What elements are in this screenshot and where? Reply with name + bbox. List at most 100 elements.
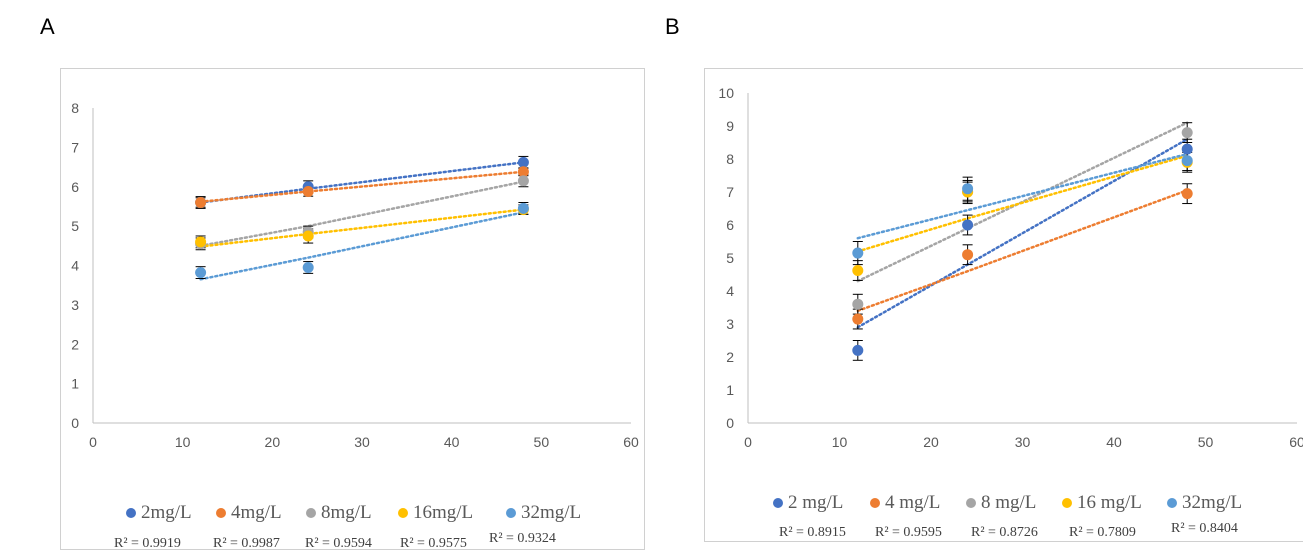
y-tick-label: 2 [71, 336, 79, 352]
data-point [852, 298, 864, 310]
x-tick-label: 40 [1106, 434, 1122, 450]
panel-letter-b: B [665, 14, 680, 39]
y-tick-label: 3 [726, 316, 734, 332]
x-tick-label: 40 [444, 434, 460, 450]
y-tick-label: 9 [726, 118, 734, 134]
r-squared-label-2: R² = 0.8726 [971, 525, 1038, 540]
y-tick-label: 10 [718, 85, 734, 101]
y-tick-label: 1 [726, 382, 734, 398]
chart-b: 0102030405060012345678910t/qe2 mg/LR² = … [682, 85, 1303, 540]
legend-marker-4 [1167, 498, 1177, 508]
y-tick-label: 8 [71, 100, 79, 116]
y-tick-label: 6 [726, 217, 734, 233]
trendline-1 [199, 170, 525, 203]
data-point [517, 175, 529, 187]
legend-label-3: 16 mg/L [1077, 492, 1142, 513]
legend-label-3: 16mg/L [413, 502, 473, 523]
data-point [302, 261, 314, 273]
x-tick-label: 20 [923, 434, 939, 450]
data-point [1181, 188, 1193, 200]
data-point [517, 156, 529, 168]
data-point [195, 267, 207, 279]
y-tick-label: 5 [726, 250, 734, 266]
x-tick-label: 30 [1015, 434, 1031, 450]
r-squared-label-1: R² = 0.9987 [213, 536, 280, 549]
data-point [852, 265, 864, 277]
data-point [517, 166, 529, 178]
x-tick-label: 30 [354, 434, 370, 450]
legend-label-0: 2 mg/L [788, 492, 843, 513]
y-tick-label: 0 [726, 415, 734, 431]
data-point [302, 185, 314, 197]
data-point [195, 236, 207, 248]
trendline-4 [856, 152, 1189, 240]
y-tick-label: 2 [726, 349, 734, 365]
data-point [962, 219, 974, 231]
data-point [852, 247, 864, 259]
x-tick-label: 0 [744, 434, 752, 450]
y-tick-label: 4 [71, 258, 79, 274]
legend-marker-1 [870, 498, 880, 508]
trendline-0 [199, 161, 525, 204]
r-squared-label-0: R² = 0.9919 [114, 536, 181, 549]
data-point [1181, 143, 1193, 155]
y-tick-label: 0 [71, 415, 79, 431]
legend-label-1: 4mg/L [231, 502, 282, 523]
data-point [962, 249, 974, 261]
y-tick-label: 4 [726, 283, 734, 299]
chart-a-frame: 0102030405060012345678ln qe-qt2mg/LR² = … [20, 68, 645, 551]
x-tick-label: 20 [265, 434, 281, 450]
legend-marker-2 [966, 498, 976, 508]
data-point [195, 197, 207, 208]
data-point [517, 202, 529, 214]
y-tick-label: 3 [71, 297, 79, 313]
data-point [852, 313, 864, 325]
y-tick-label: 5 [71, 218, 79, 234]
legend-marker-1 [216, 508, 226, 518]
legend-marker-0 [773, 498, 783, 508]
r-squared-label-0: R² = 0.8915 [779, 525, 846, 540]
data-point [852, 344, 864, 356]
x-tick-label: 60 [1289, 434, 1303, 450]
data-point [1181, 155, 1193, 167]
r-squared-label-3: R² = 0.9575 [400, 536, 467, 549]
legend-label-2: 8 mg/L [981, 492, 1036, 513]
trendline-3 [856, 154, 1189, 253]
chart-a: 0102030405060012345678ln qe-qt2mg/LR² = … [20, 100, 639, 551]
chart-b-frame: 0102030405060012345678910t/qe2 mg/LR² = … [682, 68, 1303, 542]
y-tick-label: 7 [71, 139, 79, 155]
x-tick-label: 50 [534, 434, 550, 450]
x-tick-label: 0 [89, 434, 97, 450]
legend-marker-4 [506, 508, 516, 518]
legend-label-0: 2mg/L [141, 502, 192, 523]
data-point [1181, 127, 1193, 139]
x-tick-label: 60 [623, 434, 639, 450]
trendline-0 [856, 137, 1189, 329]
r-squared-label-3: R² = 0.7809 [1069, 525, 1136, 540]
r-squared-label-1: R² = 0.9595 [875, 525, 942, 540]
data-point [302, 230, 314, 242]
trendline-2 [199, 180, 525, 248]
legend-label-4: 32mg/L [1182, 492, 1242, 513]
legend-label-4: 32mg/L [521, 502, 581, 523]
data-point [962, 183, 974, 195]
x-tick-label: 50 [1198, 434, 1214, 450]
x-tick-label: 10 [175, 434, 191, 450]
legend-marker-2 [306, 508, 316, 518]
y-tick-label: 8 [726, 151, 734, 167]
legend-label-1: 4 mg/L [885, 492, 940, 513]
r-squared-label-4: R² = 0.9324 [489, 531, 556, 546]
trendline-3 [199, 208, 525, 248]
y-tick-label: 6 [71, 179, 79, 195]
trendline-1 [856, 189, 1189, 313]
y-tick-label: 1 [71, 376, 79, 392]
legend-marker-0 [126, 508, 136, 518]
legend-marker-3 [1062, 498, 1072, 508]
r-squared-label-4: R² = 0.8404 [1171, 521, 1238, 536]
r-squared-label-2: R² = 0.9594 [305, 536, 372, 549]
trendline-4 [199, 211, 525, 281]
legend-marker-3 [398, 508, 408, 518]
panel-letter-a: A [40, 14, 55, 39]
y-tick-label: 7 [726, 184, 734, 200]
legend-label-2: 8mg/L [321, 502, 372, 523]
